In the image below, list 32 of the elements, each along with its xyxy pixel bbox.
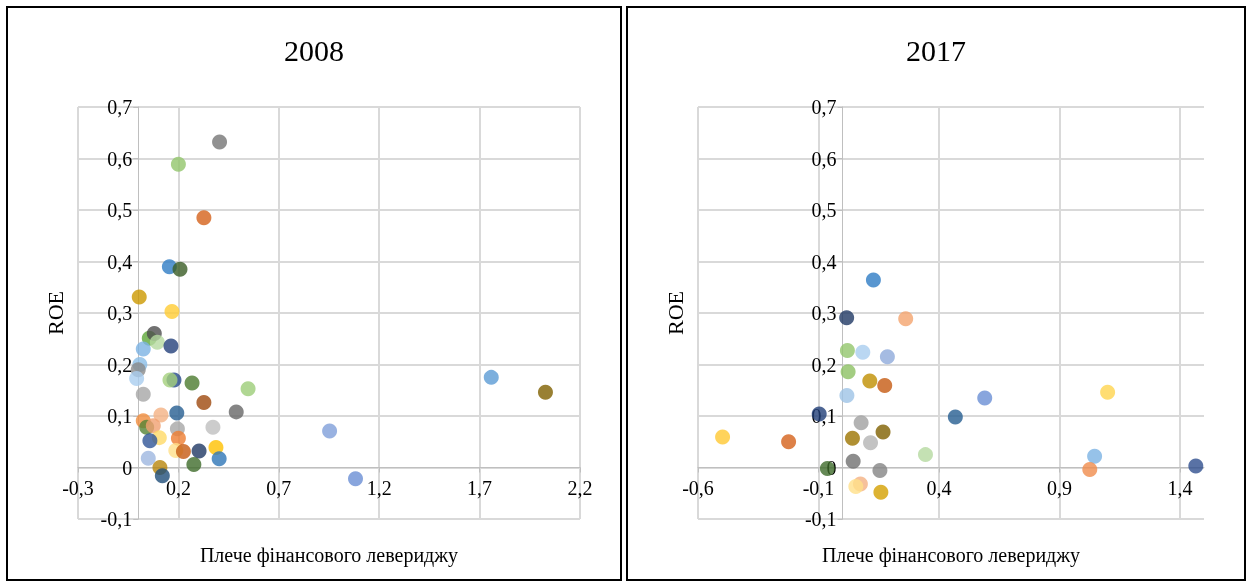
x-axis-title: Плече фінансового левериджу	[821, 544, 1081, 567]
x-tick-label: 0,7	[266, 476, 292, 499]
y-axis-title: ROE	[662, 291, 688, 335]
x-tick-label: 0,4	[926, 476, 952, 499]
y-tick-label: 0,6	[811, 147, 837, 170]
x-tick-label: -0,3	[62, 476, 94, 499]
x-tick-label: 0,2	[165, 476, 191, 499]
chart-title: 2008	[284, 33, 344, 67]
y-tick-label: 0,3	[107, 302, 133, 324]
y-axis-title: ROE	[42, 291, 68, 335]
x-tick-label: 1,7	[467, 476, 493, 499]
y-tick-label: -0,1	[804, 508, 837, 530]
y-tick-label: 0	[122, 456, 133, 479]
x-tick-label: 1,2	[366, 476, 392, 499]
x-tick-label: -0,6	[682, 476, 714, 499]
x-tick-label: 1,4	[1167, 476, 1193, 499]
y-tick-label: 0,6	[107, 147, 133, 170]
y-tick-label: 0,4	[107, 250, 133, 273]
y-tick-label: 0,2	[811, 353, 837, 376]
chart-title: 2017	[906, 33, 966, 67]
y-tick-label: 0,7	[107, 96, 133, 118]
y-tick-label: 0,2	[107, 353, 133, 376]
y-tick-label: -0,1	[100, 508, 133, 530]
x-tick-label: 0,9	[1046, 476, 1072, 499]
x-tick-label: 2,2	[567, 476, 593, 499]
y-tick-label: 0,5	[811, 199, 837, 221]
y-tick-label: 0,3	[811, 302, 837, 324]
y-tick-label: 0,7	[811, 96, 837, 118]
y-tick-label: 0,5	[107, 199, 133, 221]
x-axis-title: Плече фінансового левериджу	[199, 544, 459, 567]
y-tick-label: 0,1	[107, 405, 133, 427]
y-tick-label: 0,4	[811, 250, 837, 273]
